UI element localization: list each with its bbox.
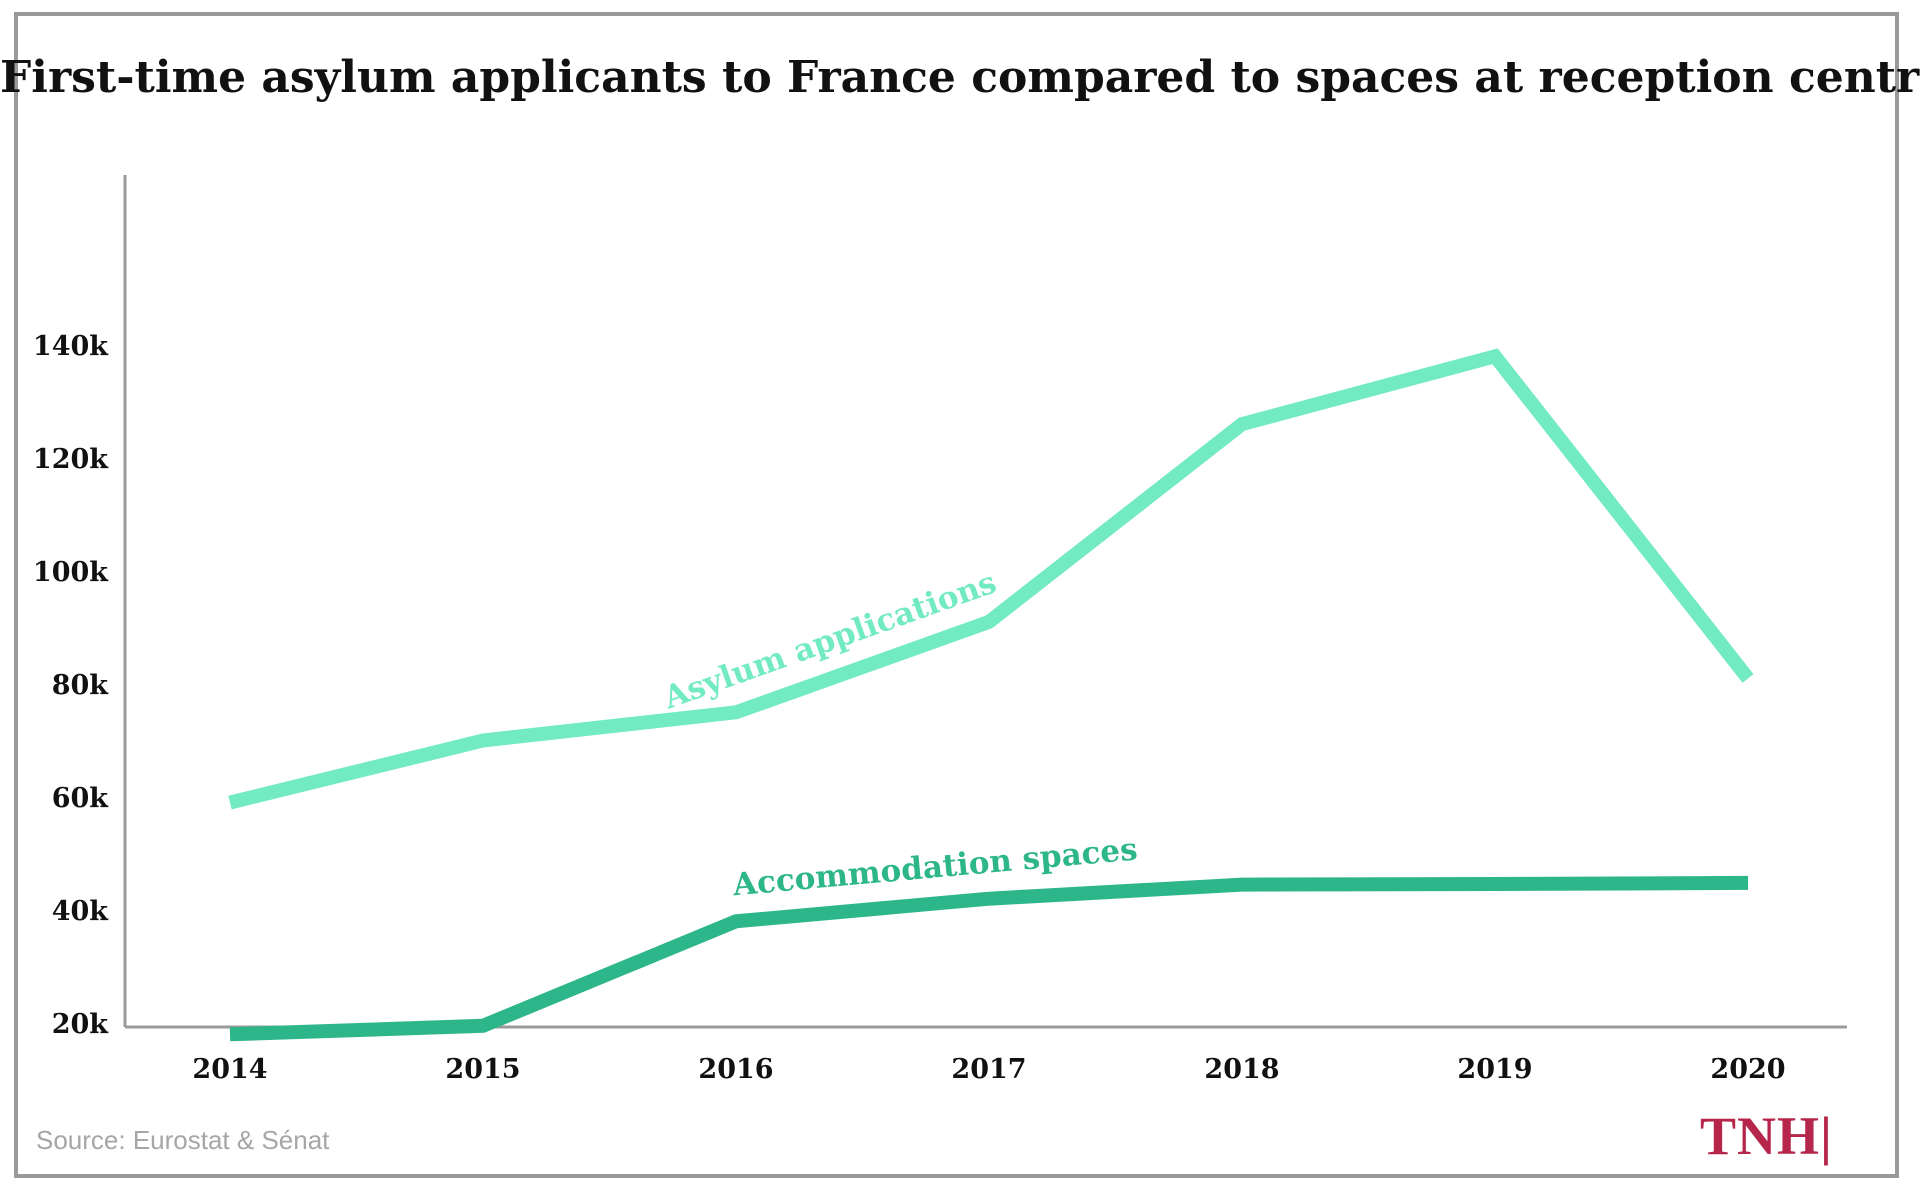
y-tick-label: 120k [33, 444, 109, 475]
publisher-logo: TNH| [1700, 1106, 1833, 1166]
y-tick-label: 140k [33, 331, 109, 362]
x-tick-label: 2015 [445, 1054, 520, 1085]
x-tick-label: 2019 [1457, 1054, 1532, 1085]
x-tick-label: 2017 [951, 1054, 1026, 1085]
accommodation-spaces-line [229, 875, 1749, 1042]
x-tick-label: 2016 [698, 1054, 773, 1085]
y-axis-ticks: 20k 40k 60k 80k 100k 120k 140k [33, 331, 109, 1040]
y-tick-label: 80k [52, 670, 110, 701]
series-lines [228, 348, 1754, 1042]
chart-title: First-time asylum applicants to France c… [0, 52, 1920, 103]
y-tick-label: 60k [52, 783, 110, 814]
chart-frame [14, 12, 1899, 1178]
x-axis-ticks: 2014 2015 2016 2017 2018 2019 2020 [192, 1054, 1785, 1085]
source-note: Source: Eurostat & Sénat [36, 1125, 330, 1155]
x-tick-label: 2018 [1204, 1054, 1279, 1085]
y-tick-label: 40k [52, 896, 110, 927]
x-tick-label: 2014 [192, 1054, 267, 1085]
x-tick-label: 2020 [1710, 1054, 1785, 1085]
y-tick-label: 20k [52, 1009, 110, 1040]
y-tick-label: 100k [33, 557, 109, 588]
